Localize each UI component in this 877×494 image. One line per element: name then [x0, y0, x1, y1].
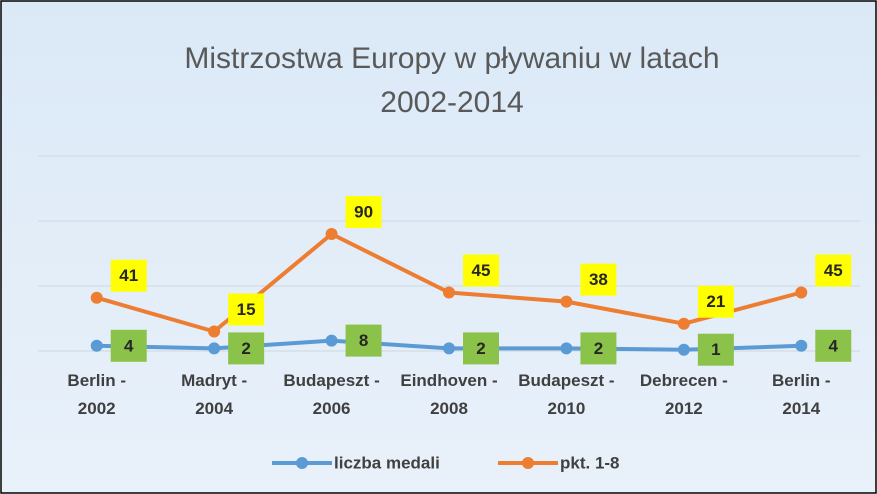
x-tick-label: Berlin -2014 — [772, 371, 831, 418]
value-label-box — [580, 263, 617, 296]
x-tick-label: Debrecen -2012 — [640, 371, 728, 418]
chart-title: Mistrzostwa Europy w pływaniu w latach 20… — [184, 42, 719, 119]
legend-label: liczba medali — [334, 453, 440, 472]
value-label-box — [463, 332, 499, 365]
data-point — [90, 291, 103, 304]
x-tick-label: Madryt -2004 — [181, 371, 247, 418]
value-label-box — [110, 259, 147, 292]
data-point — [208, 325, 221, 338]
value-label-box — [228, 293, 265, 326]
value-label-box — [345, 196, 382, 228]
data-point — [795, 286, 808, 299]
value-label: 2 — [594, 339, 603, 358]
value-label: 45 — [472, 261, 491, 280]
x-tick-label: Budapeszt -2006 — [283, 371, 379, 418]
data-point — [443, 286, 455, 299]
value-label-box — [815, 329, 852, 362]
value-label: 90 — [354, 202, 373, 221]
value-label: 8 — [359, 331, 368, 350]
legend-swatch-marker — [296, 457, 308, 469]
data-point — [560, 295, 573, 308]
data-point — [90, 339, 103, 352]
data-point — [795, 339, 808, 352]
value-label: 2 — [476, 339, 485, 358]
value-label: 21 — [706, 292, 725, 311]
data-point — [677, 343, 690, 356]
data-point — [443, 342, 455, 355]
value-label: 41 — [119, 266, 138, 285]
value-label: 38 — [589, 270, 608, 289]
value-label-box — [697, 285, 734, 318]
value-label: 15 — [237, 300, 256, 319]
data-point — [208, 342, 221, 355]
value-label-box — [228, 332, 265, 365]
value-label: 45 — [824, 261, 843, 280]
value-label-box — [580, 332, 617, 365]
value-label-box — [815, 254, 852, 287]
value-label: 4 — [829, 336, 839, 355]
data-point — [325, 228, 338, 240]
data-point — [560, 342, 573, 355]
x-tick-label: Eindhoven -2008 — [400, 371, 497, 418]
value-label: 4 — [124, 336, 134, 355]
data-point — [677, 317, 690, 330]
value-label-box — [110, 329, 147, 362]
value-label: 1 — [711, 340, 720, 359]
value-label-box — [697, 333, 734, 366]
x-tick-label: Berlin -2002 — [67, 371, 126, 418]
value-label: 2 — [241, 339, 250, 358]
legend-label: pkt. 1-8 — [560, 453, 620, 472]
data-point — [325, 334, 338, 347]
legend-swatch-marker — [522, 457, 534, 469]
value-label-box — [463, 254, 499, 287]
x-tick-label: Budapeszt -2010 — [518, 371, 614, 418]
value-label-box — [345, 324, 382, 357]
